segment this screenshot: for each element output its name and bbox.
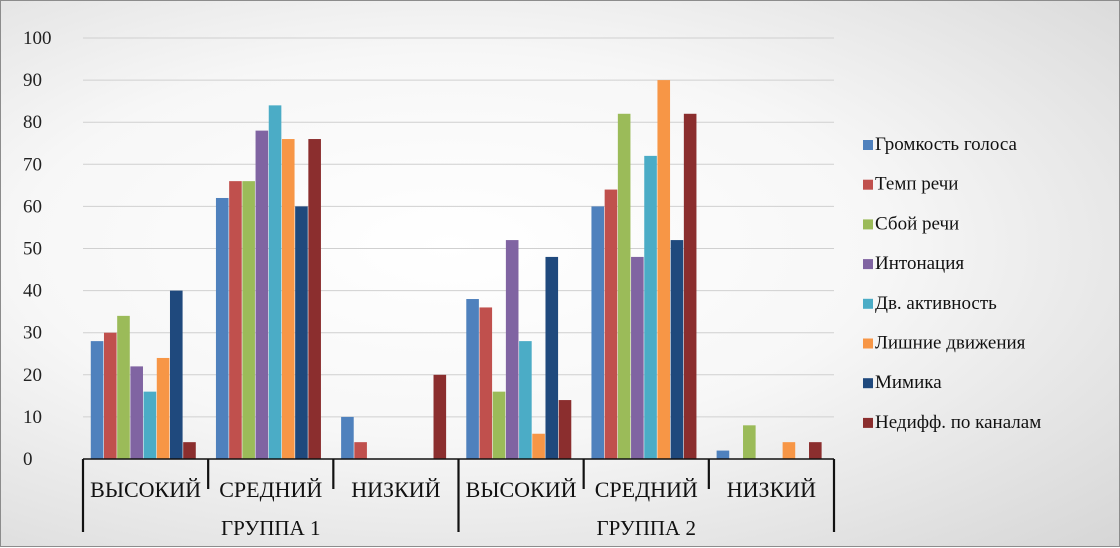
legend-label: Лишние движения [875, 333, 1026, 354]
bar [617, 113, 631, 459]
bar [255, 130, 269, 459]
y-tick-label: 10 [23, 407, 42, 428]
bar [268, 105, 282, 460]
bar [519, 341, 532, 459]
bar [117, 315, 130, 459]
bar [281, 139, 295, 460]
category-label: СРЕДНИЙ [219, 477, 322, 502]
bar [782, 442, 796, 459]
legend-swatch [863, 338, 873, 349]
y-tick-label: 0 [23, 449, 33, 470]
x-axis: ВЫСОКИЙ СРЕДНИЙ НИЗКИЙ ВЫСОКИЙ СРЕДНИЙ НИЗКИЙ… [81, 458, 836, 540]
bar [130, 366, 143, 459]
bar [532, 433, 545, 459]
legend-swatch [863, 417, 873, 428]
y-tick-label: 40 [23, 281, 42, 302]
bar [505, 240, 519, 459]
bar [215, 197, 229, 460]
bar [670, 240, 684, 459]
y-tick-label: 30 [23, 323, 42, 344]
bar [308, 139, 321, 460]
bar [631, 256, 644, 459]
bar [183, 442, 196, 459]
bar [466, 299, 479, 459]
group-label: ГРУППА 1 [221, 516, 320, 540]
y-tick-label: 70 [23, 154, 42, 175]
y-tick-label: 100 [23, 28, 52, 49]
y-tick-label: 50 [23, 239, 42, 260]
group-label: ГРУППА 2 [597, 516, 696, 540]
category-label: ВЫСОКИЙ [466, 477, 577, 502]
legend-label: Недифф. по каналам [875, 412, 1041, 433]
bar [229, 181, 242, 459]
bar [591, 206, 605, 459]
legend-swatch [863, 140, 873, 150]
bar [683, 113, 697, 459]
legend-swatch [863, 219, 873, 230]
y-axis: 0 10 20 30 40 50 60 70 80 90 100 [23, 28, 52, 470]
bar [492, 391, 506, 459]
y-tick-label: 80 [23, 112, 42, 133]
bar [169, 290, 183, 459]
gridlines [83, 37, 834, 418]
bar [156, 357, 170, 459]
bar [716, 450, 730, 459]
legend-label: Дв. активность [875, 293, 997, 314]
bar [433, 374, 447, 459]
bar [545, 256, 559, 459]
bar [743, 425, 756, 459]
y-tick-label: 90 [23, 70, 42, 91]
bar [604, 189, 618, 459]
legend-swatch [863, 298, 873, 309]
bar [295, 206, 308, 459]
bars [90, 80, 822, 460]
y-tick-label: 60 [23, 196, 42, 217]
category-label: СРЕДНИЙ [595, 477, 698, 502]
legend-swatch [863, 378, 873, 389]
bar [103, 332, 117, 459]
legend-label: Интонация [875, 253, 964, 274]
bar [341, 416, 354, 459]
legend-label: Сбой речи [875, 213, 959, 234]
bar [657, 80, 671, 459]
bar [479, 307, 493, 459]
bar [354, 442, 367, 459]
legend-label: Мимика [875, 372, 942, 393]
bar [143, 391, 157, 459]
legend-label: Темп речи [875, 174, 958, 195]
category-label: НИЗКИЙ [351, 477, 440, 502]
bar [809, 442, 822, 459]
bar [558, 400, 572, 459]
category-label: ВЫСОКИЙ [90, 477, 201, 502]
bar [90, 341, 104, 459]
legend-label: Громкость голоса [875, 134, 1018, 155]
legend-swatch [863, 259, 873, 270]
bar [644, 155, 657, 459]
legend-swatch [863, 179, 873, 190]
y-tick-label: 20 [23, 365, 42, 386]
legend: Громкость голоса Темп речи Сбой речи Интона… [863, 134, 1041, 433]
category-label: НИЗКИЙ [727, 477, 816, 502]
bar [242, 181, 255, 459]
